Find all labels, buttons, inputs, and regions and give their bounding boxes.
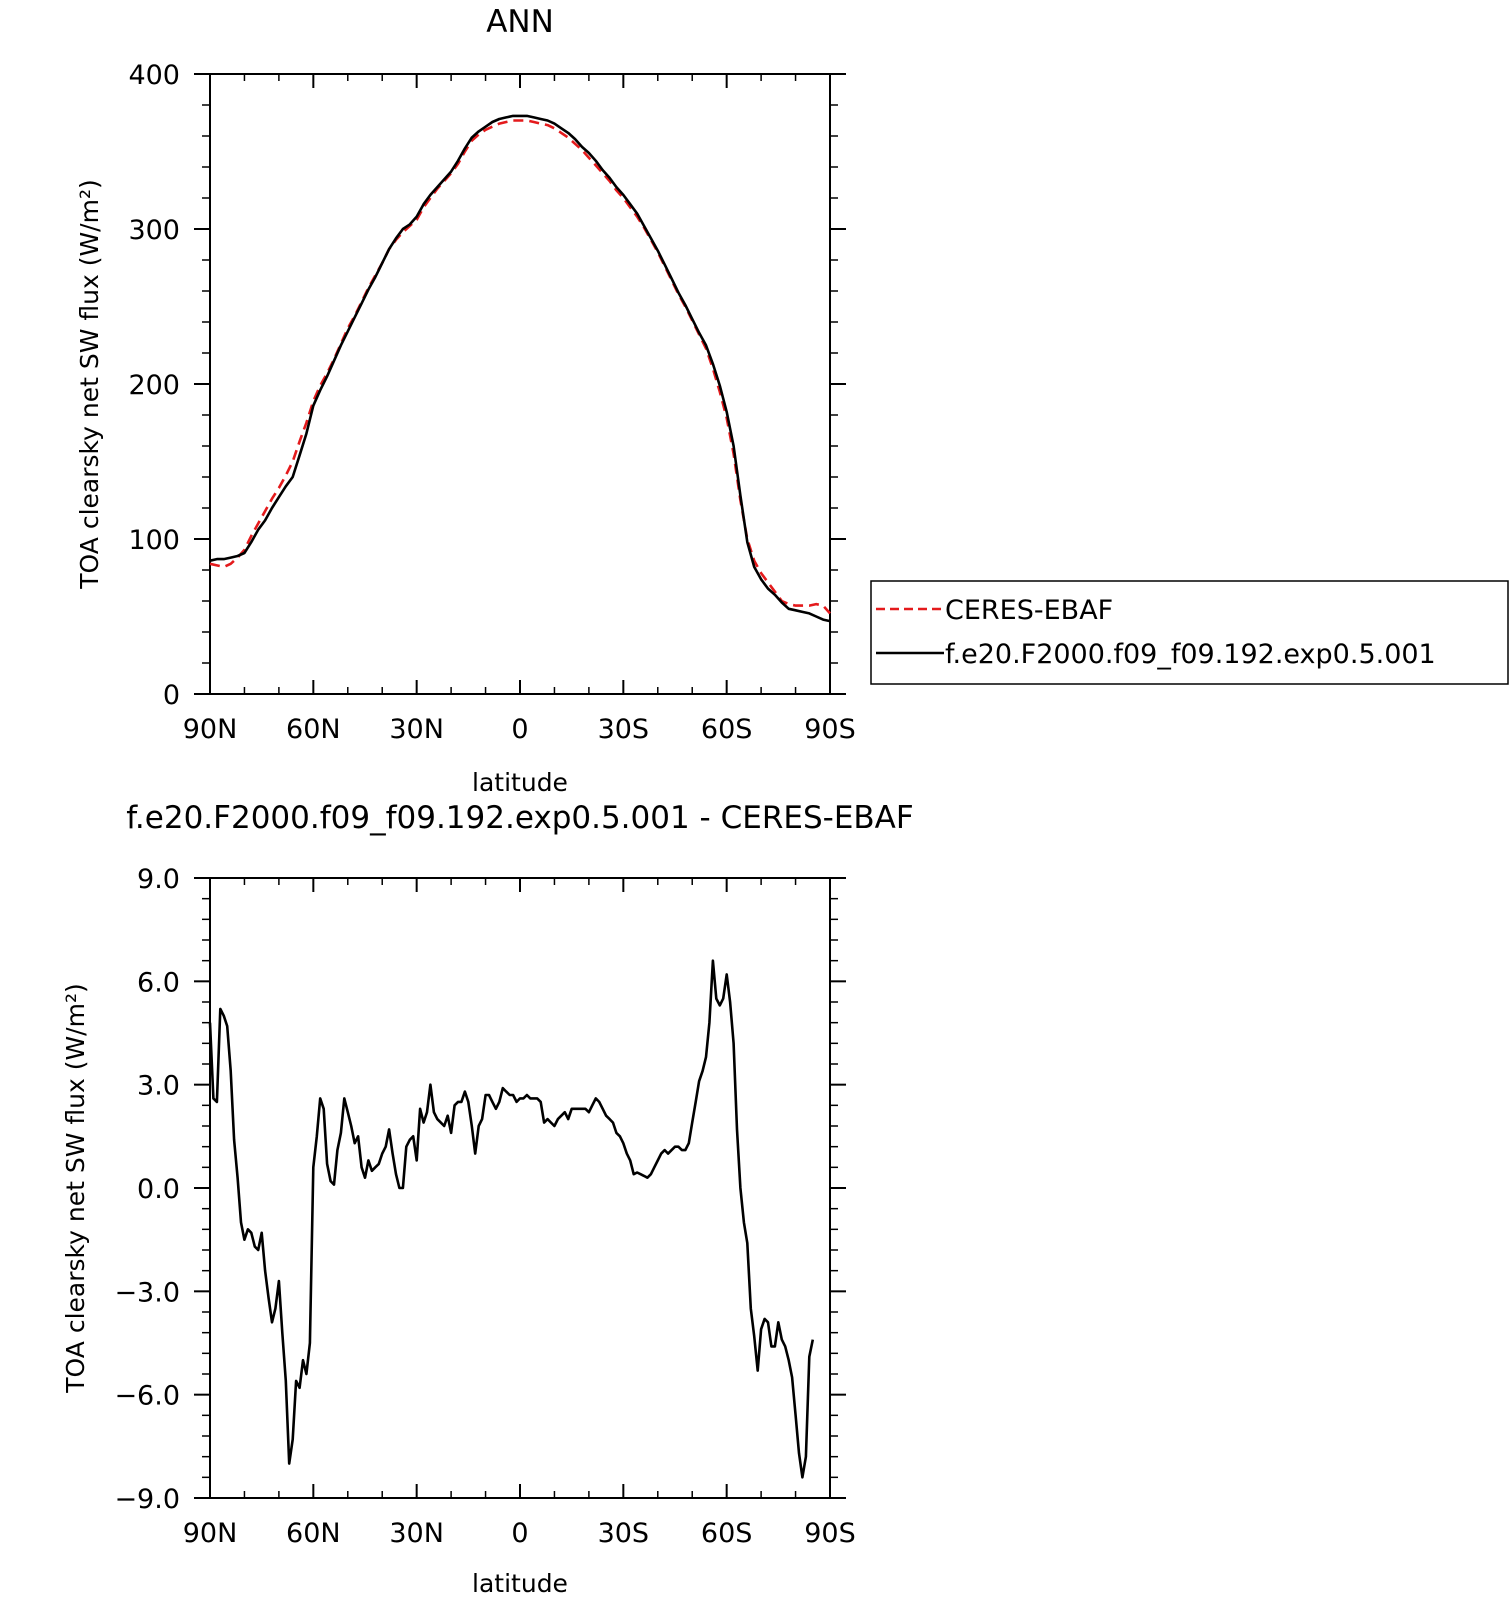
bottom-x-tick-label: 90S bbox=[804, 1518, 856, 1549]
top-chart-title: ANN bbox=[486, 4, 554, 40]
legend-label-model: f.e20.F2000.f09_f09.192.exp0.5.001 bbox=[945, 639, 1436, 670]
top-y-tick-label: 400 bbox=[128, 60, 180, 91]
bottom-x-axis-label: latitude bbox=[472, 1569, 568, 1598]
top-y-tick-label: 200 bbox=[128, 370, 180, 401]
top-series bbox=[209, 114, 831, 623]
top-series-line-1 bbox=[209, 114, 831, 623]
top-y-tick-label: 300 bbox=[128, 215, 180, 246]
top-x-tick-label: 30N bbox=[389, 714, 444, 745]
top-y-axis-label: TOA clearsky net SW flux (W/m²) bbox=[75, 179, 104, 589]
bottom-ticks: 90N 60N 30N 0 30S 60S 90S −9.0 −6.0 −3.0 0.0 3.0 6.0… bbox=[114, 864, 855, 1549]
top-x-axis-label: latitude bbox=[472, 768, 568, 797]
bottom-y-tick-label: −9.0 bbox=[114, 1484, 180, 1515]
top-y-tick-label: 100 bbox=[128, 525, 180, 556]
top-x-tick-label: 90S bbox=[804, 714, 856, 745]
bottom-x-tick-label: 90N bbox=[183, 1518, 238, 1549]
bottom-plot-frame bbox=[209, 877, 831, 1499]
bottom-y-tick-label: 9.0 bbox=[137, 864, 180, 895]
bottom-y-axis-label: TOA clearsky net SW flux (W/m²) bbox=[61, 983, 90, 1393]
top-x-tick-label: 60S bbox=[701, 714, 753, 745]
bottom-y-tick-label: 0.0 bbox=[137, 1174, 180, 1205]
top-x-tick-label: 90N bbox=[183, 714, 238, 745]
bottom-y-tick-label: 6.0 bbox=[137, 967, 180, 998]
legend-box bbox=[870, 580, 1509, 685]
bottom-x-tick-label: 60N bbox=[286, 1518, 341, 1549]
bottom-y-tick-label: 3.0 bbox=[137, 1071, 180, 1102]
top-y-tick-label: 0 bbox=[163, 680, 180, 711]
legend: CERES-EBAF f.e20.F2000.f09_f09.192.exp0.… bbox=[870, 580, 1509, 685]
top-panel: ANN 90N 60N 30N 0 30S 60S 90S 0 100 200 300 400 lat… bbox=[75, 4, 1509, 797]
bottom-chart-title: f.e20.F2000.f09_f09.192.exp0.5.001 - CER… bbox=[126, 800, 913, 836]
bottom-series-line-0 bbox=[208, 959, 815, 1479]
top-ticks: 90N 60N 30N 0 30S 60S 90S 0 100 200 300 400 bbox=[128, 60, 855, 745]
bottom-x-tick-label: 60S bbox=[701, 1518, 753, 1549]
bottom-panel: f.e20.F2000.f09_f09.192.exp0.5.001 - CER… bbox=[61, 800, 914, 1598]
bottom-y-tick-label: −3.0 bbox=[114, 1277, 180, 1308]
top-x-tick-label: 30S bbox=[598, 714, 650, 745]
top-plot-frame bbox=[209, 73, 831, 695]
bottom-series bbox=[208, 959, 815, 1479]
bottom-x-tick-label: 30S bbox=[598, 1518, 650, 1549]
top-x-tick-label: 0 bbox=[511, 714, 528, 745]
legend-label-ceres: CERES-EBAF bbox=[945, 595, 1113, 626]
bottom-x-tick-label: 30N bbox=[389, 1518, 444, 1549]
bottom-x-tick-label: 0 bbox=[511, 1518, 528, 1549]
top-x-tick-label: 60N bbox=[286, 714, 341, 745]
bottom-y-tick-label: −6.0 bbox=[114, 1381, 180, 1412]
top-series-line-0 bbox=[209, 119, 831, 615]
